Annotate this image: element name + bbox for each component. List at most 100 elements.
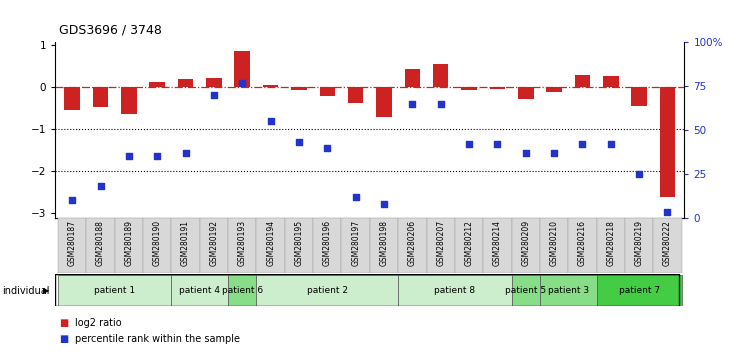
Bar [518, 87, 534, 99]
Text: GSM280214: GSM280214 [493, 220, 502, 266]
Point [662, 210, 673, 215]
Point [435, 101, 447, 107]
Text: GSM280198: GSM280198 [380, 220, 389, 266]
Point [548, 150, 560, 156]
FancyBboxPatch shape [58, 275, 171, 306]
Text: GSM280209: GSM280209 [521, 220, 530, 266]
FancyBboxPatch shape [512, 275, 540, 306]
FancyBboxPatch shape [455, 218, 484, 273]
Text: GSM280216: GSM280216 [578, 220, 587, 266]
Point [208, 92, 220, 98]
FancyBboxPatch shape [398, 275, 512, 306]
Point [378, 201, 390, 206]
FancyBboxPatch shape [228, 218, 256, 273]
FancyBboxPatch shape [199, 218, 228, 273]
Text: patient 1: patient 1 [94, 286, 135, 295]
Text: GSM280194: GSM280194 [266, 220, 275, 266]
Bar [121, 87, 137, 114]
Text: GSM280212: GSM280212 [464, 220, 473, 266]
Text: GSM280219: GSM280219 [634, 220, 643, 266]
FancyBboxPatch shape [256, 275, 398, 306]
FancyBboxPatch shape [171, 218, 199, 273]
Point [123, 154, 135, 159]
Text: log2 ratio: log2 ratio [75, 318, 121, 328]
Text: GSM280187: GSM280187 [68, 220, 77, 266]
Point [236, 80, 248, 86]
Bar [348, 87, 364, 103]
FancyBboxPatch shape [597, 275, 682, 306]
Bar [319, 87, 335, 96]
Text: GSM280197: GSM280197 [351, 220, 360, 266]
Point [492, 141, 503, 147]
Bar [291, 87, 307, 90]
FancyBboxPatch shape [143, 218, 171, 273]
Text: patient 2: patient 2 [307, 286, 348, 295]
FancyBboxPatch shape [86, 218, 115, 273]
Text: GDS3696 / 3748: GDS3696 / 3748 [59, 23, 162, 36]
FancyBboxPatch shape [625, 218, 654, 273]
Text: GSM280188: GSM280188 [96, 220, 105, 266]
Point [152, 154, 163, 159]
Bar [631, 87, 647, 106]
Bar [405, 69, 420, 87]
FancyBboxPatch shape [228, 275, 256, 306]
Text: GSM280206: GSM280206 [408, 220, 417, 266]
Text: GSM280190: GSM280190 [153, 220, 162, 266]
Point [66, 198, 78, 203]
Bar [263, 85, 278, 87]
Bar [461, 87, 477, 90]
Text: GSM280207: GSM280207 [436, 220, 445, 266]
FancyBboxPatch shape [597, 218, 625, 273]
FancyBboxPatch shape [342, 218, 369, 273]
FancyBboxPatch shape [171, 275, 228, 306]
Text: GSM280192: GSM280192 [210, 220, 219, 266]
Bar [93, 87, 108, 107]
Point [293, 139, 305, 145]
Bar [433, 64, 448, 87]
Text: GSM280189: GSM280189 [124, 220, 133, 266]
Bar [603, 76, 618, 87]
Point [463, 141, 475, 147]
Text: GSM280195: GSM280195 [294, 220, 303, 266]
Text: patient 3: patient 3 [548, 286, 589, 295]
Bar [546, 87, 562, 92]
Bar [235, 51, 250, 87]
FancyBboxPatch shape [398, 218, 427, 273]
Point [265, 119, 277, 124]
Bar [376, 87, 392, 117]
Text: patient 4: patient 4 [180, 286, 220, 295]
Text: GSM280196: GSM280196 [323, 220, 332, 266]
Bar [575, 75, 590, 87]
Point [633, 171, 645, 177]
Text: ▶: ▶ [43, 286, 49, 296]
Text: individual: individual [2, 286, 50, 296]
Bar [206, 78, 222, 87]
Text: GSM280210: GSM280210 [550, 220, 559, 266]
Text: GSM280193: GSM280193 [238, 220, 247, 266]
Text: GSM280191: GSM280191 [181, 220, 190, 266]
Text: patient 5: patient 5 [505, 286, 546, 295]
Bar [178, 79, 194, 87]
Text: patient 7: patient 7 [618, 286, 659, 295]
FancyBboxPatch shape [313, 218, 342, 273]
FancyBboxPatch shape [256, 218, 285, 273]
FancyBboxPatch shape [654, 218, 682, 273]
Point [350, 194, 361, 200]
Point [576, 141, 588, 147]
Bar [659, 87, 675, 196]
Text: ■: ■ [59, 318, 68, 328]
Point [95, 183, 107, 189]
Point [605, 141, 617, 147]
FancyBboxPatch shape [484, 218, 512, 273]
FancyBboxPatch shape [568, 218, 597, 273]
Bar [65, 87, 80, 110]
FancyBboxPatch shape [512, 218, 540, 273]
Text: GSM280218: GSM280218 [606, 220, 615, 266]
Point [520, 150, 531, 156]
FancyBboxPatch shape [369, 218, 398, 273]
FancyBboxPatch shape [427, 218, 455, 273]
Bar [489, 87, 505, 88]
Point [406, 101, 418, 107]
Text: GSM280222: GSM280222 [663, 220, 672, 266]
Text: patient 6: patient 6 [222, 286, 263, 295]
